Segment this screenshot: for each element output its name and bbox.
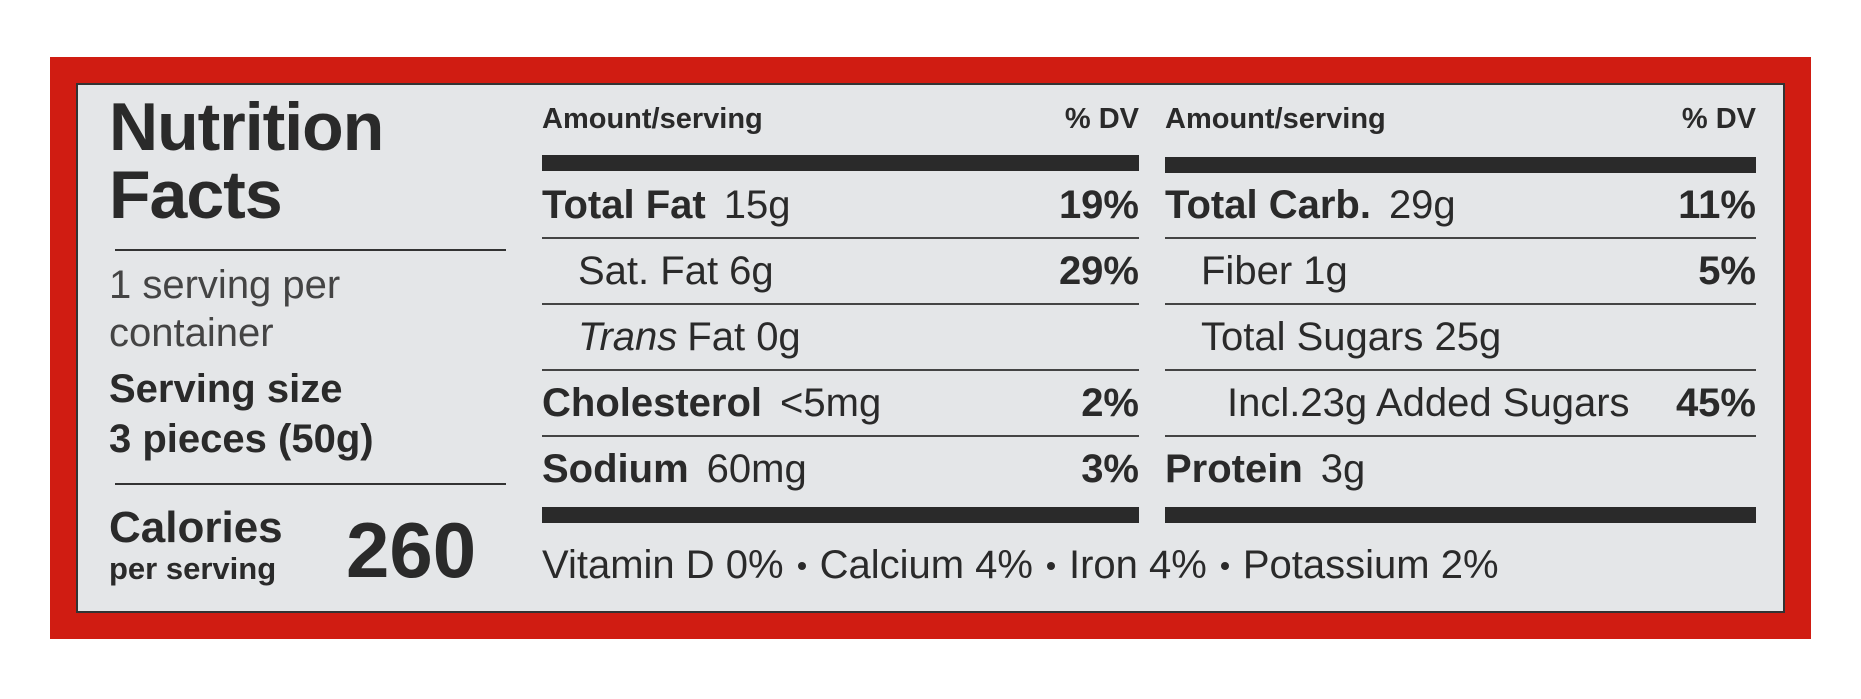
row: Trans Fat 0g bbox=[542, 305, 1139, 371]
separator bbox=[1220, 561, 1229, 570]
thick-bar bbox=[1165, 507, 1756, 523]
row: Fiber 1g 5% bbox=[1165, 239, 1756, 305]
nutrient: Total Sugars 25g bbox=[1201, 314, 1502, 359]
dv: 5% bbox=[1698, 248, 1756, 293]
vitamin: Calcium 4% bbox=[819, 543, 1033, 587]
nutrient: Total Fat bbox=[542, 182, 706, 227]
calories-sub: per serving bbox=[109, 551, 277, 586]
nutrient: Incl.23g Added Sugars bbox=[1227, 380, 1630, 425]
amount: 15g bbox=[723, 182, 791, 227]
vitamin: Vitamin D 0% bbox=[542, 543, 784, 587]
row: Protein 3g bbox=[1165, 437, 1756, 501]
header: Amount/serving % DV bbox=[542, 103, 1139, 136]
nutrient: Sat. Fat 6g bbox=[578, 248, 774, 293]
separator bbox=[1047, 561, 1055, 570]
nutrient: Sodium bbox=[542, 446, 689, 491]
vitamin: Iron 4% bbox=[1069, 543, 1207, 587]
dv: 29% bbox=[1058, 248, 1139, 293]
serving-size-label: Serving size bbox=[109, 367, 343, 411]
dv: 2% bbox=[1081, 380, 1139, 425]
vitamins: Vitamin D 0% Calcium 4% Iron 4% Potassium 2… bbox=[542, 543, 1499, 588]
nutrient: Fiber 1g bbox=[1201, 248, 1348, 293]
header-amount: Amount/serving bbox=[1165, 103, 1386, 135]
dv: 3% bbox=[1081, 446, 1139, 491]
row: Cholesterol <5mg 2% bbox=[542, 371, 1139, 437]
column: Amount/serving % DV Total Fat 15g 19% Sat. … bbox=[542, 85, 1139, 611]
nutrient-italic: Trans bbox=[578, 314, 678, 359]
calories-label: Calories bbox=[109, 503, 283, 552]
servings: 1 serving per container bbox=[109, 263, 341, 355]
header: Amount/serving % DV bbox=[1165, 103, 1756, 136]
amount: 60mg bbox=[706, 446, 807, 491]
dv: 11% bbox=[1678, 182, 1756, 227]
thick-bar bbox=[1165, 157, 1756, 173]
row: Incl.23g Added Sugars 45% bbox=[1165, 371, 1756, 437]
header-dv: % DV bbox=[1681, 103, 1756, 135]
title: Nutrition Facts bbox=[109, 89, 384, 233]
header-dv: % DV bbox=[1064, 103, 1139, 135]
amount: 3g bbox=[1320, 446, 1366, 491]
row: Total Fat 15g 19% bbox=[542, 173, 1139, 239]
calories: 260 bbox=[346, 506, 477, 594]
dv: 19% bbox=[1058, 182, 1139, 227]
thick-bar bbox=[542, 155, 1139, 171]
vitamin: Potassium 2% bbox=[1242, 543, 1499, 587]
amount: 29g bbox=[1388, 182, 1456, 227]
serving-size: 3 pieces (50g) bbox=[109, 417, 374, 461]
separator bbox=[797, 561, 806, 570]
amount: <5mg bbox=[780, 380, 882, 425]
nutrition-label: Nutrition Facts 1 serving per container … bbox=[76, 83, 1785, 613]
rule bbox=[115, 249, 506, 251]
nutrient: Total Carb. bbox=[1165, 182, 1371, 227]
thick-bar bbox=[542, 507, 1139, 523]
dv: 45% bbox=[1675, 380, 1756, 425]
nutrient: Protein bbox=[1165, 446, 1303, 491]
nutrient: Cholesterol bbox=[542, 380, 763, 425]
rule bbox=[115, 483, 506, 485]
row: Sat. Fat 6g 29% bbox=[542, 239, 1139, 305]
row: Total Sugars 25g bbox=[1165, 305, 1756, 371]
row: Sodium 60mg 3% bbox=[542, 437, 1139, 501]
row: Total Carb. 29g 11% bbox=[1165, 173, 1756, 239]
column: Amount/serving % DV Total Carb. 29g 11% Fib… bbox=[1165, 85, 1756, 611]
nutrient: Fat 0g bbox=[687, 314, 801, 359]
header-amount: Amount/serving bbox=[542, 103, 763, 135]
